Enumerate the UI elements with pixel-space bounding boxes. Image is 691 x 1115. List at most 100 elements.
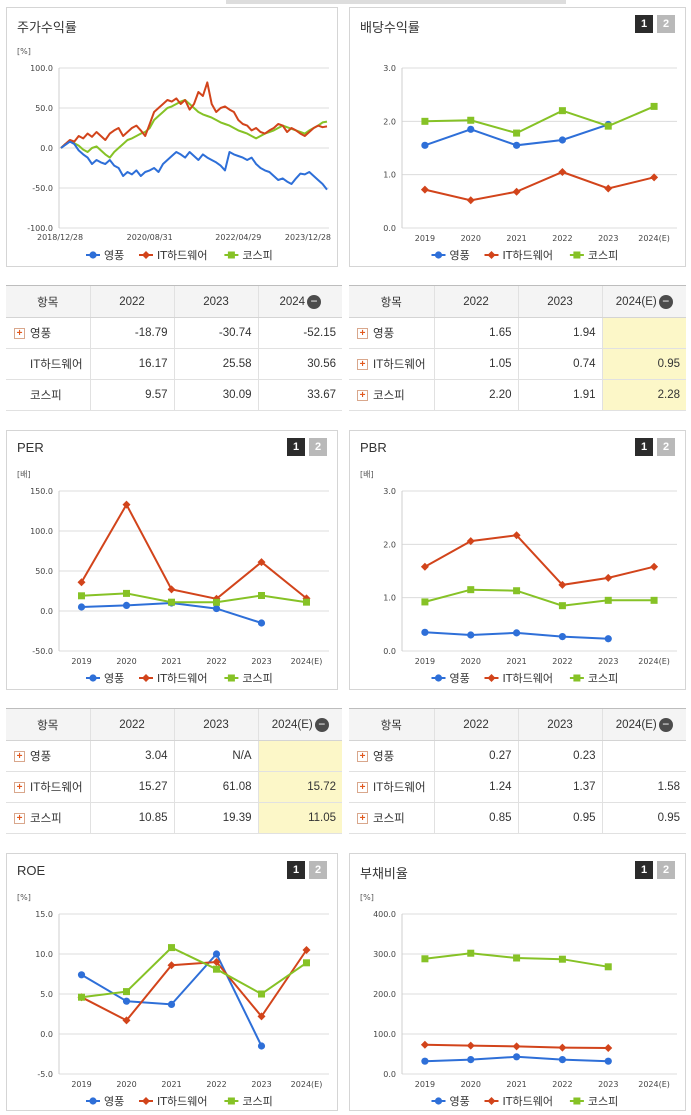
x-tick-label: 2019 [71,1080,91,1089]
data-point-it [77,578,86,587]
y-tick-label: 200.0 [373,990,396,999]
data-point-영풍 [434,251,443,259]
series-line-it [80,502,308,600]
row-label-cell: 코스피 [6,379,90,411]
x-tick-label: 2022 [206,657,226,666]
value-cell: 10.85 [89,802,174,834]
legend-label-yp: 영풍 [104,249,124,262]
per-chart: [배] 150.0 100.0 50.0 0.0 -50.0 2019 2020 2021 202… [17,470,329,685]
tab-2-button[interactable]: 2 [657,438,675,456]
x-tick-label: 2019 [415,1080,435,1089]
tab-2-button[interactable]: 2 [309,438,327,456]
y-tick-label: -5.0 [37,1070,53,1079]
legend-label-yp: 영풍 [450,672,470,685]
data-point-it [420,185,429,194]
value-cell: 0.23 [517,740,602,772]
collapse-minus-icon[interactable]: − [307,294,322,309]
value-cell: 0.95 [517,802,602,834]
column-header-label: 2024(E) [271,718,313,731]
column-header-label: 2023 [547,718,573,731]
x-tick-label: 2021 [161,1080,181,1089]
value-cell [601,317,686,349]
expand-plus-icon[interactable]: + [357,751,368,763]
data-point-영풍 [77,603,86,611]
tab-1-button[interactable]: 1 [287,438,305,456]
data-point-it [650,562,659,571]
column-header-label: 항목 [380,296,402,309]
data-point-코스피 [467,586,475,594]
value-cell: 2.28 [601,379,686,411]
data-point-영풍 [89,251,97,259]
expand-plus-icon[interactable]: + [14,328,25,340]
column-header-label: 2022 [463,718,489,731]
data-point-코스피 [573,1097,581,1105]
column-header-label: 항목 [37,296,59,309]
expand-plus-icon[interactable]: + [14,751,25,763]
data-point-it [487,251,496,259]
tab-1-button[interactable]: 1 [635,15,653,33]
table-row: + IT하드웨어 1.05 0.74 0.95 [349,348,686,380]
tab-2-button[interactable]: 2 [657,861,675,879]
expand-plus-icon[interactable]: + [357,328,368,340]
y-tick-label: -50.0 [32,647,53,656]
debt-ratio-panel: 부채비율 1 2 [%] 400.0 300.0 200.0 100.0 0.0 2019 2… [349,853,686,1111]
value-cell: 1.65 [433,317,518,349]
x-tick-label: 2024(E) [638,234,670,243]
row-label-cell: + 영풍 [6,317,90,349]
tab-2-button[interactable]: 2 [309,861,327,879]
data-point-it [212,958,221,966]
top-scroll-strip [226,0,566,4]
column-header: 2023 [173,285,258,318]
x-tick-label: 2022 [206,1080,226,1089]
value-cell: 30.56 [257,348,342,380]
data-point-코스피 [513,129,521,137]
column-header: 항목 [6,285,90,318]
data-point-it [420,1040,429,1049]
tab-1-button[interactable]: 1 [635,438,653,456]
y-tick-label: 300.0 [373,950,396,959]
panel-title: 부채비율 [360,866,408,881]
y-tick-label: 2.0 [383,117,396,126]
row-label: 영풍 [30,751,52,763]
tab-1-button[interactable]: 1 [287,861,305,879]
column-header: 항목 [349,285,434,318]
row-label: 영풍 [30,328,52,340]
column-header-label: 2023 [203,295,229,308]
data-point-영풍 [122,601,131,609]
expand-plus-icon[interactable]: + [357,359,368,371]
table-row: + 코스피 0.85 0.95 0.95 [349,802,686,834]
value-cell: 2.20 [433,379,518,411]
data-point-it [257,558,266,567]
collapse-minus-icon[interactable]: − [658,717,673,732]
series-line-it [81,949,308,1022]
expand-plus-icon[interactable]: + [357,390,368,402]
value-cell [601,740,686,772]
expand-plus-icon[interactable]: + [14,782,25,794]
column-header: 2022 [433,708,518,741]
data-point-it [512,531,521,540]
tab-1-button[interactable]: 1 [635,861,653,879]
collapse-minus-icon[interactable]: − [314,717,329,732]
expand-plus-icon[interactable]: + [357,782,368,794]
data-point-코스피 [213,965,220,973]
collapse-minus-icon[interactable]: − [658,294,673,309]
expand-plus-icon[interactable]: + [14,813,25,825]
legend-label-yp: 영풍 [104,1095,124,1108]
x-tick-label: 2020 [461,657,481,666]
x-tick-label: 2021 [161,657,181,666]
per-table: 항목 2022 2023 2024(E) − + 영풍 3.04 N/A + IT하드웨어 15.27… [6,708,342,834]
data-point-영풍 [122,997,131,1005]
dividend-panel: 배당수익률 1 2 3.0 2.0 1.0 0.0 2019 2020 2021 2022 20… [349,7,686,267]
panel-title: 배당수익률 [360,20,420,35]
data-point-it [487,1097,496,1105]
data-point-영풍 [167,1000,176,1008]
data-point-코스피 [123,988,130,996]
column-header-label: 2024(E) [615,295,657,308]
data-point-it [558,580,567,589]
data-point-영풍 [434,1097,443,1105]
x-tick-label: 2021 [506,1080,526,1089]
expand-plus-icon[interactable]: + [357,813,368,825]
legend-label-it: IT하드웨어 [503,671,553,685]
tab-2-button[interactable]: 2 [657,15,675,33]
